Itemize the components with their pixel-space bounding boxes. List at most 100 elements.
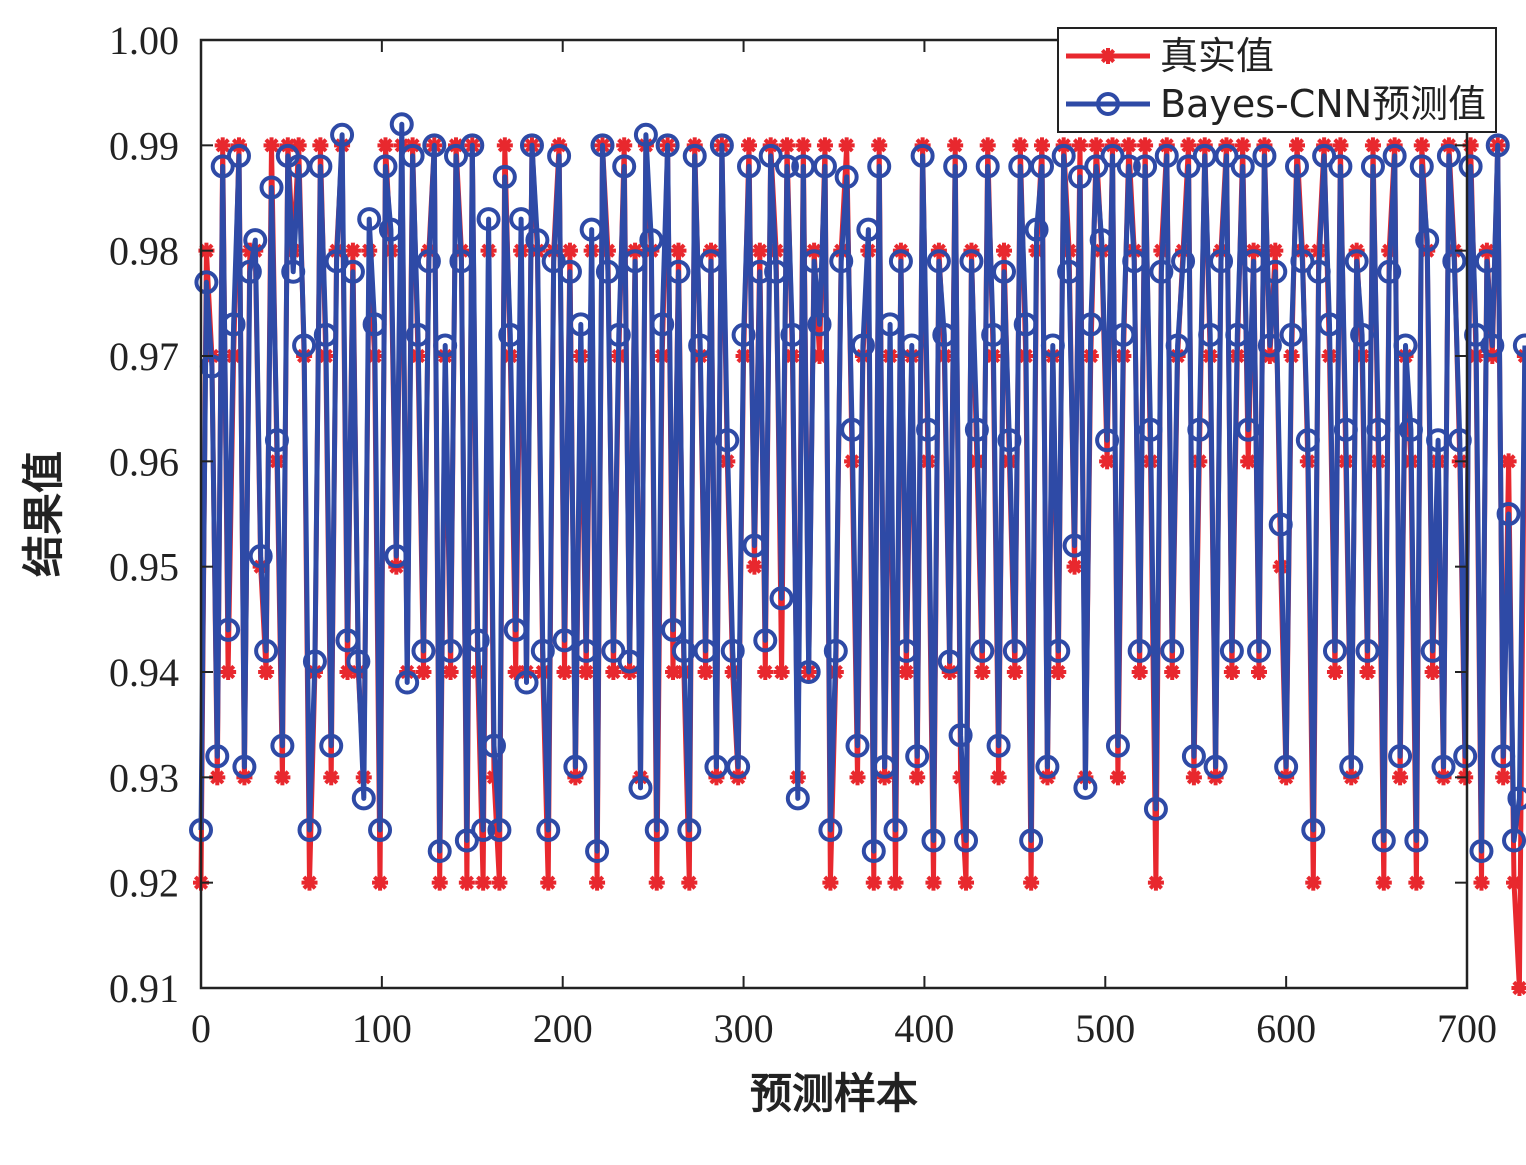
data-point-pred (340, 259, 365, 284)
data-point-pred (1111, 322, 1136, 347)
data-point-pred (1214, 143, 1239, 168)
data-point-pred (1203, 754, 1228, 779)
data-point-pred (1491, 744, 1516, 769)
data-point-pred (1360, 154, 1385, 179)
data-point-true (1234, 137, 1251, 154)
data-point-true (838, 137, 855, 154)
data-point-pred (465, 628, 490, 653)
data-point-pred (612, 154, 637, 179)
legend-box (1057, 27, 1497, 133)
y-tick-label: 0.98 (109, 229, 179, 274)
data-point-pred (1339, 754, 1364, 779)
data-point-pred (270, 733, 295, 758)
data-point-true (1359, 664, 1376, 680)
data-point-pred (1469, 839, 1494, 864)
data-point-pred (1382, 143, 1407, 168)
data-point-pred (1013, 312, 1038, 337)
data-point-true (458, 874, 475, 891)
data-point-pred (1447, 428, 1472, 453)
data-point-true (344, 242, 361, 259)
data-point-true (974, 664, 991, 680)
axis-ticks: 0.91 0.92 0.93 0.94 0.95 0.96 0.97 0.98 0.99 1.00… (109, 18, 1497, 1051)
data-point-pred (422, 133, 447, 158)
data-point-pred (444, 143, 469, 168)
data-point-pred (302, 649, 327, 674)
data-point-pred (1051, 143, 1076, 168)
data-point-true (958, 874, 975, 891)
data-point-true (301, 874, 318, 891)
data-point-pred (861, 839, 886, 864)
data-point-pred (373, 154, 398, 179)
data-point-true (681, 874, 698, 891)
data-point-pred (1122, 249, 1147, 274)
data-point-pred (595, 259, 620, 284)
data-point-pred (378, 217, 403, 242)
data-point-pred (1268, 512, 1293, 537)
data-point-pred (1143, 796, 1168, 821)
data-point-pred (910, 143, 935, 168)
data-point-true (1012, 137, 1029, 154)
data-point-pred (585, 839, 610, 864)
data-point-pred (1290, 249, 1315, 274)
data-point-pred (812, 154, 837, 179)
data-point-true (990, 769, 1007, 786)
data-point-pred (840, 417, 865, 442)
data-point-pred (1496, 502, 1521, 526)
data-point-pred (226, 143, 251, 168)
data-point-true (1500, 453, 1517, 470)
data-point-true (1305, 874, 1322, 891)
data-point-true (263, 137, 280, 154)
data-point-pred (997, 428, 1022, 453)
data-point-true (496, 137, 513, 154)
data-point-true (865, 874, 882, 891)
data-point-pred (747, 259, 772, 284)
data-point-true (1071, 137, 1088, 154)
data-point-pred (313, 322, 338, 347)
x-tick-label: 100 (352, 1006, 412, 1051)
data-point-true (1506, 874, 1523, 891)
data-point-true (1109, 769, 1126, 786)
data-point-true (1511, 980, 1526, 996)
data-point-pred (872, 754, 897, 779)
data-point-pred (297, 818, 322, 842)
data-point-pred (1366, 417, 1391, 442)
x-tick-label: 700 (1437, 1006, 1497, 1051)
data-point-pred (888, 249, 913, 274)
data-point-pred (1398, 417, 1423, 442)
data-point-pred (633, 122, 658, 147)
data-point-true (1223, 664, 1240, 680)
data-point-pred (1263, 259, 1288, 284)
data-point-pred (644, 818, 669, 842)
data-point-pred (1507, 786, 1526, 811)
data-point-pred (954, 828, 979, 853)
data-point-pred (856, 217, 881, 242)
y-tick-label: 0.97 (109, 334, 179, 379)
data-point-pred (1046, 638, 1071, 663)
data-point-pred (823, 638, 848, 663)
data-point-pred (964, 417, 989, 442)
data-point-true (740, 137, 757, 154)
data-point-pred (1057, 259, 1082, 284)
data-point-pred (1062, 533, 1087, 558)
data-point-pred (590, 133, 615, 158)
x-tick-label: 0 (191, 1006, 211, 1051)
data-point-true (1413, 137, 1430, 154)
data-point-true (561, 242, 578, 259)
data-point-true (979, 137, 996, 154)
data-point-pred (476, 207, 501, 232)
data-point-pred (232, 754, 257, 779)
data-point-pred (1274, 754, 1299, 779)
data-point-true (871, 137, 888, 154)
data-point-true (442, 664, 459, 680)
data-point-true (1099, 453, 1116, 470)
data-point-pred (308, 154, 333, 179)
x-tick-label: 200 (533, 1006, 593, 1051)
data-point-pred (1176, 154, 1201, 179)
data-point-true (475, 874, 492, 891)
data-point-pred (1209, 249, 1234, 274)
data-point-pred (574, 638, 599, 663)
data-point-pred (514, 670, 539, 695)
data-point-pred (1127, 638, 1152, 663)
legend: 真实值 Bayes-CNN预测值 (1057, 27, 1497, 133)
